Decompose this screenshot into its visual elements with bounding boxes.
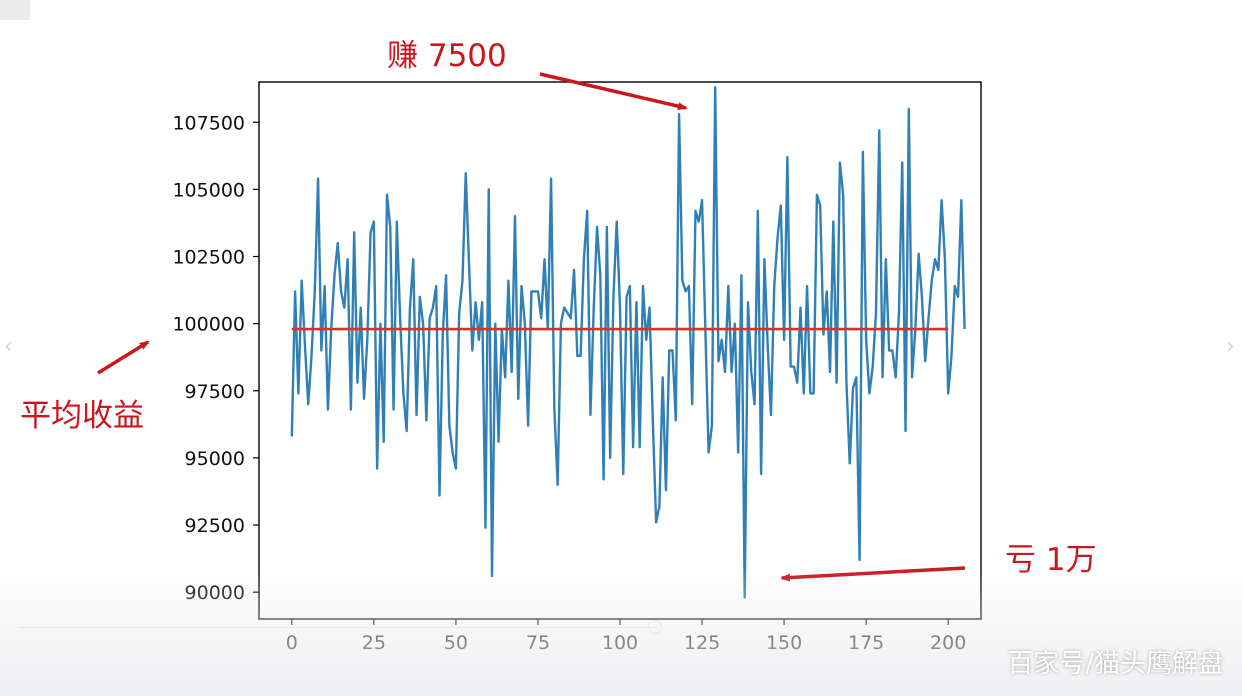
x-tick-label: 175 [848, 632, 884, 654]
progress-line [18, 627, 658, 628]
y-tick-label: 107500 [172, 112, 245, 134]
loss-annotation: 亏 1万 [1005, 542, 1097, 578]
x-tick-label: 150 [766, 632, 802, 654]
series-group [290, 86, 966, 599]
x-tick-label: 100 [602, 632, 638, 654]
profit-annotation: 赚 7500 [387, 38, 507, 74]
y-tick-label: 92500 [185, 515, 245, 537]
x-tick-label: 25 [362, 632, 386, 654]
progress-handle [648, 620, 662, 634]
x-tick-label: 75 [526, 632, 550, 654]
profit-series-line [290, 86, 966, 599]
x-tick-label: 0 [286, 632, 298, 654]
chevron-left-icon[interactable]: ‹ [4, 334, 13, 359]
chevron-right-icon[interactable]: › [1226, 334, 1235, 359]
x-tick-label: 125 [684, 632, 720, 654]
y-tick-label: 97500 [185, 381, 245, 403]
y-tick-label: 100000 [172, 314, 245, 336]
y-tick-label: 90000 [185, 582, 245, 604]
y-axis: 90000 92500 95000 97500 100000 102500 105000 10… [172, 112, 259, 604]
y-tick-label: 95000 [185, 448, 245, 470]
x-axis: 0 25 50 75 100 125 150 175 200 [286, 619, 966, 654]
average-annotation: 平均收益 [20, 398, 144, 434]
x-tick-label: 50 [444, 632, 468, 654]
y-tick-label: 105000 [172, 179, 245, 201]
y-tick-label: 102500 [172, 247, 245, 269]
watermark: 百家号/猫头鹰解盘 [1007, 649, 1224, 679]
x-tick-label: 200 [930, 632, 966, 654]
corner-tab [0, 0, 30, 20]
